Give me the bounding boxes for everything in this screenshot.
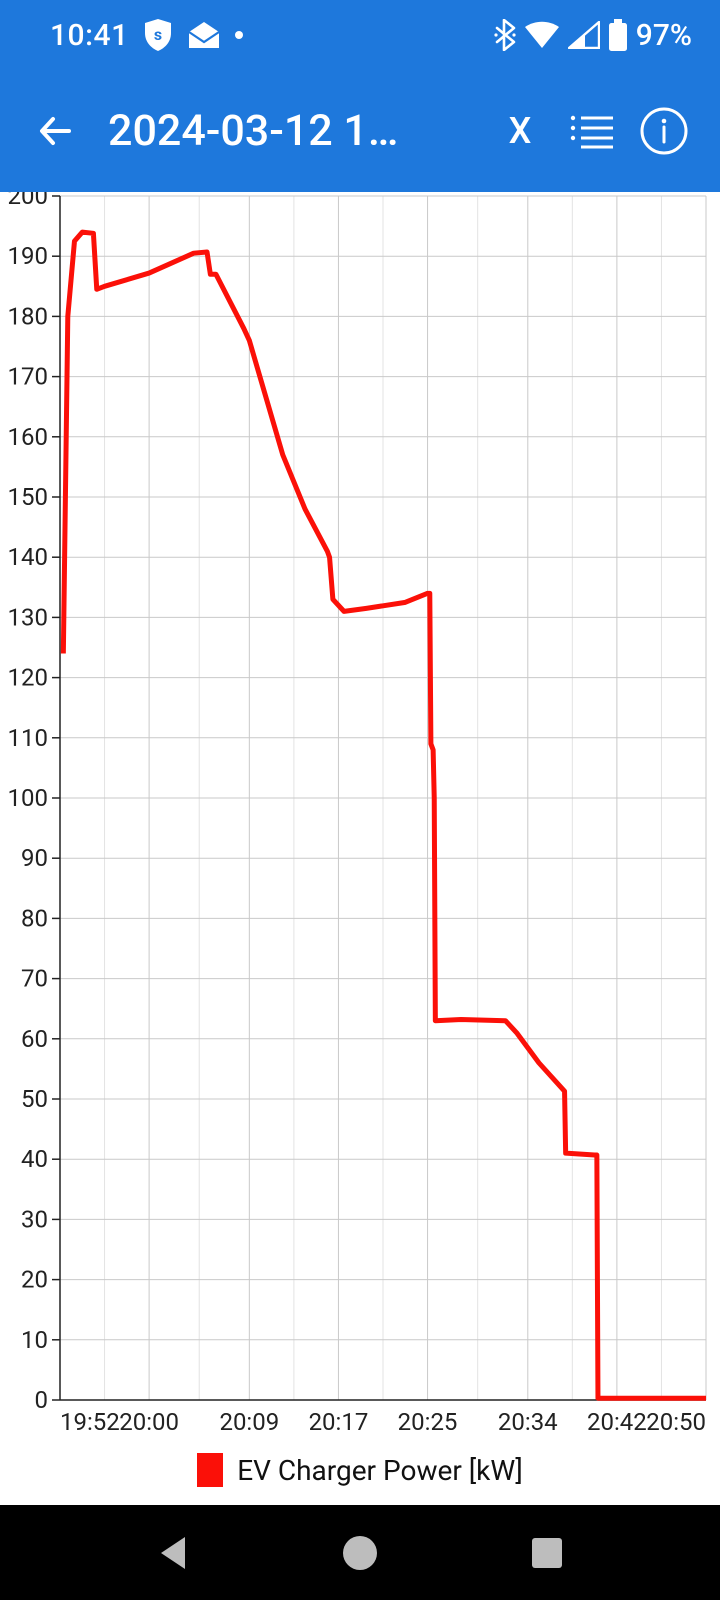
wifi-icon <box>524 21 560 49</box>
signal-icon <box>568 21 600 49</box>
app-bar: 2024-03-12 19… X <box>0 70 720 192</box>
svg-text:100: 100 <box>8 784 48 812</box>
svg-text:80: 80 <box>21 904 48 932</box>
svg-text:20:42: 20:42 <box>587 1408 647 1436</box>
page-title: 2024-03-12 19… <box>108 106 408 156</box>
info-icon <box>639 106 689 156</box>
status-clock: 10:41 <box>50 18 129 53</box>
chart-area[interactable]: 0 10 20 30 40 50 60 70 80 90 100 110 120 130 140 150 160… <box>0 192 720 1445</box>
shield-s-icon: s <box>143 18 173 52</box>
nav-back-icon <box>155 1533 191 1573</box>
svg-text:19:52: 19:52 <box>60 1408 120 1436</box>
list-button[interactable] <box>556 113 628 149</box>
nav-back-button[interactable] <box>128 1523 218 1583</box>
status-bar: 10:41 s 97% <box>0 0 720 70</box>
power-line-chart: 0 10 20 30 40 50 60 70 80 90 100 110 120 130 140 150 160… <box>0 192 720 1445</box>
svg-text:20:17: 20:17 <box>309 1408 369 1436</box>
svg-text:50: 50 <box>21 1085 48 1113</box>
close-button[interactable]: X <box>484 110 556 152</box>
svg-text:90: 90 <box>21 844 48 872</box>
svg-text:20:34: 20:34 <box>498 1408 558 1436</box>
status-right: 97% <box>494 18 692 53</box>
svg-text:10: 10 <box>21 1326 48 1354</box>
mail-open-icon <box>187 20 221 50</box>
status-left: 10:41 s <box>50 18 243 53</box>
status-dot-icon <box>235 31 243 39</box>
svg-text:150: 150 <box>8 483 48 511</box>
svg-text:180: 180 <box>8 302 48 330</box>
svg-text:s: s <box>154 25 162 44</box>
battery-icon <box>608 19 628 51</box>
svg-text:110: 110 <box>8 724 48 752</box>
svg-text:20:25: 20:25 <box>398 1408 458 1436</box>
nav-home-icon <box>340 1533 380 1573</box>
info-button[interactable] <box>628 106 700 156</box>
nav-home-button[interactable] <box>315 1523 405 1583</box>
svg-text:30: 30 <box>21 1205 48 1233</box>
svg-text:120: 120 <box>8 664 48 692</box>
legend-swatch <box>197 1453 223 1487</box>
svg-text:40: 40 <box>21 1145 48 1173</box>
svg-text:20: 20 <box>21 1266 48 1294</box>
svg-text:20:09: 20:09 <box>219 1408 279 1436</box>
svg-text:190: 190 <box>8 242 48 270</box>
svg-text:130: 130 <box>8 603 48 631</box>
svg-text:0: 0 <box>35 1386 49 1414</box>
svg-text:170: 170 <box>8 363 48 391</box>
svg-text:60: 60 <box>21 1025 48 1053</box>
svg-text:20:50: 20:50 <box>646 1408 706 1436</box>
legend-label: EV Charger Power [kW] <box>237 1454 523 1487</box>
battery-percent: 97% <box>636 18 692 53</box>
svg-text:20:00: 20:00 <box>119 1408 179 1436</box>
android-nav-bar <box>0 1505 720 1600</box>
svg-text:70: 70 <box>21 965 48 993</box>
nav-recent-icon <box>530 1536 564 1570</box>
svg-text:200: 200 <box>8 192 48 210</box>
svg-text:160: 160 <box>8 423 48 451</box>
arrow-left-icon <box>35 110 77 152</box>
back-button[interactable] <box>28 110 84 152</box>
svg-text:140: 140 <box>8 543 48 571</box>
bluetooth-icon <box>494 19 516 51</box>
list-icon <box>569 113 615 149</box>
nav-recent-button[interactable] <box>502 1523 592 1583</box>
chart-legend: EV Charger Power [kW] <box>0 1445 720 1505</box>
